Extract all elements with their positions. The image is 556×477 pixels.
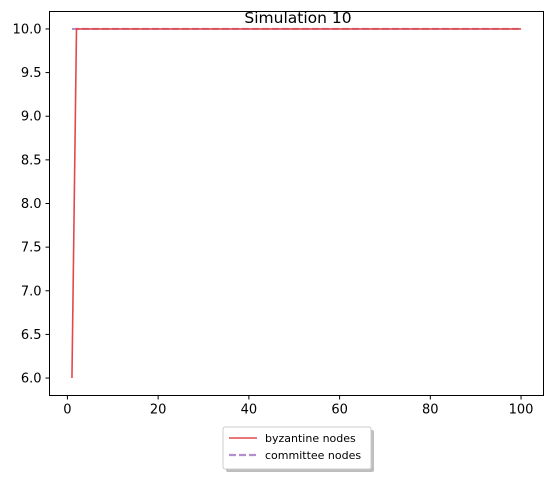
x-tick-label: 40: [241, 403, 258, 418]
series-line-byzantine: [71, 28, 522, 379]
chart-title: Simulation 10: [244, 9, 351, 27]
y-tick-label: 8.0: [21, 197, 42, 212]
x-tick-label: 0: [63, 403, 71, 418]
y-tick-label: 10.0: [13, 22, 42, 37]
plot-area: [71, 27, 522, 379]
y-tick-label: 7.0: [21, 284, 42, 299]
legend-box: [222, 426, 372, 470]
legend-label-committee: committee nodes: [265, 449, 361, 462]
legend: byzantine nodes committee nodes: [222, 426, 374, 472]
axis-ticks: 0 20 40 60 80 100 6.0 6.5 7.0 7.5 8.0 8.5 9.0 9.5 10.0: [13, 22, 534, 417]
y-tick-label: 9.0: [21, 110, 42, 125]
x-tick-label: 80: [422, 403, 439, 418]
x-tick-label: 60: [331, 403, 348, 418]
y-tick-label: 9.5: [21, 66, 42, 81]
y-tick-label: 7.5: [21, 241, 42, 256]
legend-label-byzantine: byzantine nodes: [265, 432, 356, 445]
y-tick-label: 8.5: [21, 153, 42, 168]
axes-frame: [49, 11, 544, 396]
y-tick-label: 6.0: [21, 372, 42, 387]
x-tick-label: 20: [150, 403, 167, 418]
y-tick-label: 6.5: [21, 328, 42, 343]
x-tick-label: 100: [509, 403, 534, 418]
